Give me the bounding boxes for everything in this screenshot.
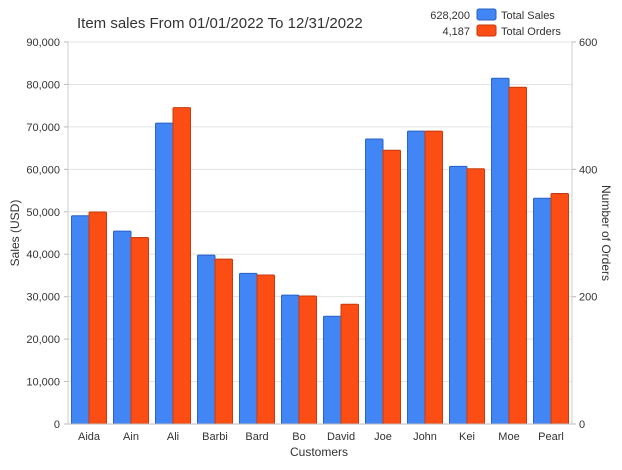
legend-swatch-orders xyxy=(476,24,497,37)
bar-total-orders xyxy=(130,236,149,425)
y2-tick-label: 400 xyxy=(579,164,597,176)
x-tick-label: Barbi xyxy=(202,431,228,443)
x-tick-label: Joe xyxy=(374,431,392,443)
legend-swatch-sales xyxy=(476,8,497,21)
bar-total-sales xyxy=(197,254,216,425)
y-tick-label: 80,000 xyxy=(26,79,60,91)
y2-axis-label: Number of Orders xyxy=(599,185,613,281)
legend-total-sales-value: 628,200 xyxy=(430,10,470,22)
y-tick-label: 10,000 xyxy=(26,377,60,389)
bar-total-sales xyxy=(113,230,132,425)
bar-total-sales xyxy=(407,130,426,425)
x-tick-label: John xyxy=(413,431,437,443)
y-tick-label: 40,000 xyxy=(26,249,60,261)
chart-title: Item sales From 01/01/2022 To 12/31/2022 xyxy=(77,15,363,32)
bar-total-sales xyxy=(239,272,258,425)
bar-total-orders xyxy=(382,149,401,425)
x-tick-label: Bard xyxy=(245,431,268,443)
x-tick-label: Aida xyxy=(78,431,101,443)
bar-total-sales xyxy=(71,215,90,425)
x-tick-label: Kei xyxy=(459,431,475,443)
bar-total-orders xyxy=(508,86,527,425)
y-tick-label: 70,000 xyxy=(26,122,60,134)
bar-total-sales xyxy=(533,197,552,425)
x-tick-label: Ain xyxy=(123,431,139,443)
bar-total-orders xyxy=(172,107,191,425)
x-tick-label: David xyxy=(327,431,355,443)
bar-total-sales xyxy=(323,315,342,425)
y-tick-label: 50,000 xyxy=(26,207,60,219)
y-tick-label: 90,000 xyxy=(26,37,60,49)
x-tick-label: Pearl xyxy=(538,431,564,443)
bar-total-orders xyxy=(466,168,485,425)
bar-total-orders xyxy=(340,303,359,425)
bar-total-orders xyxy=(88,211,107,425)
bar-total-sales xyxy=(491,77,510,425)
bar-total-sales xyxy=(449,165,468,425)
bar-total-orders xyxy=(424,130,443,425)
bar-total-orders xyxy=(298,295,317,425)
y-axis-label: Sales (USD) xyxy=(8,200,22,267)
y-tick-label: 0 xyxy=(54,419,60,431)
bar-total-sales xyxy=(281,294,300,425)
bar-total-orders xyxy=(550,193,569,425)
y-tick-label: 30,000 xyxy=(26,292,60,304)
y2-tick-label: 600 xyxy=(579,37,597,49)
y-tick-label: 60,000 xyxy=(26,164,60,176)
legend: 628,200 Total Sales 4,187 Total Orders xyxy=(430,8,561,38)
x-tick-label: Ali xyxy=(167,431,179,443)
y2-tick-label: 0 xyxy=(579,419,585,431)
y-tick-label: 20,000 xyxy=(26,334,60,346)
legend-label-orders: Total Orders xyxy=(501,26,561,38)
x-axis-label: Customers xyxy=(290,445,348,459)
legend-total-orders-value: 4,187 xyxy=(442,26,470,38)
y2-tick-label: 200 xyxy=(579,292,597,304)
bar-total-orders xyxy=(214,258,233,425)
bar-total-orders xyxy=(256,274,275,425)
legend-label-sales: Total Sales xyxy=(501,10,555,22)
x-tick-label: Moe xyxy=(498,431,519,443)
x-tick-label: Bo xyxy=(292,431,305,443)
bar-total-sales xyxy=(155,122,174,425)
bar-total-sales xyxy=(365,138,384,425)
